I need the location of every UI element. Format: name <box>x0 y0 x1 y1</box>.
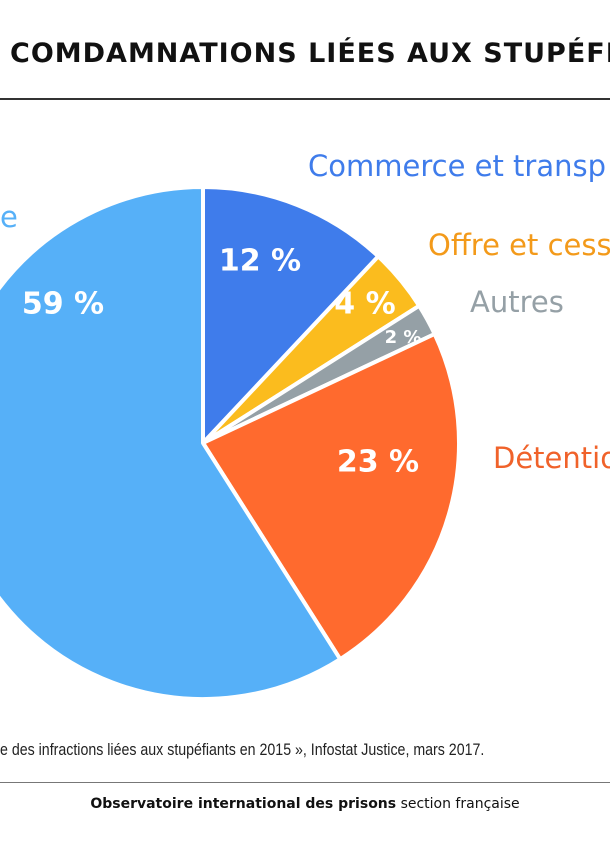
footer-divider <box>0 782 610 783</box>
pie-category-labels: Commerce et transp Offre et cess Autres Dét… <box>0 149 610 475</box>
pie-slices <box>0 185 461 701</box>
slice-category-label: Autres <box>470 285 564 319</box>
slice-value-label: 4 % <box>334 287 395 322</box>
footer-section: section française <box>400 796 520 812</box>
slice-category-label: Détentio <box>493 441 610 475</box>
footer-organization: Observatoire international des prisons <box>90 796 397 812</box>
slice-value-label: 23 % <box>337 445 419 480</box>
slice-category-label: e <box>0 200 18 234</box>
slice-value-label: 12 % <box>219 244 301 279</box>
pie-value-labels: 12 % 4 % 2 % 23 % 59 % <box>22 244 422 480</box>
pie-slice <box>0 185 343 701</box>
chart-title: COMDAMNATIONS LIÉES AUX STUPÉFIA <box>10 38 610 69</box>
title-divider <box>0 98 610 100</box>
slice-category-label: Commerce et transp <box>308 149 606 183</box>
slice-value-label: 2 % <box>385 327 422 348</box>
slice-value-label: 59 % <box>22 287 104 322</box>
pie-slice <box>201 185 381 445</box>
source-citation: e des infractions liées aux stupéfiants … <box>0 741 485 759</box>
slice-category-label: Offre et cess <box>428 228 610 262</box>
pie-slice <box>201 332 461 662</box>
footer-credit: Observatoire international des prisons s… <box>0 796 610 812</box>
